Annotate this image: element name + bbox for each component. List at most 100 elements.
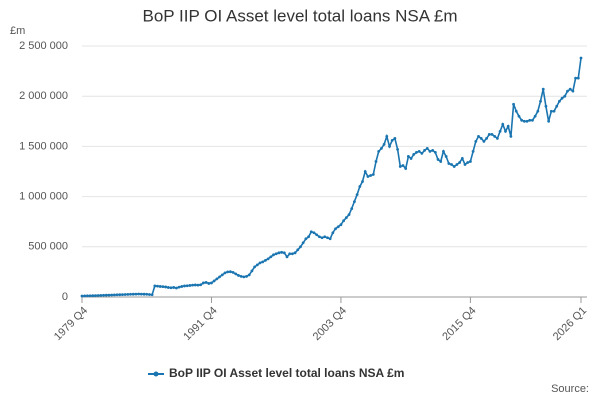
data-point: [528, 118, 532, 122]
data-point: [250, 269, 254, 273]
data-point: [504, 129, 507, 133]
data-point: [447, 162, 451, 165]
data-point: [94, 294, 97, 297]
data-point: [226, 270, 230, 274]
data-point: [393, 136, 397, 140]
data-point: [177, 285, 181, 289]
y-tick-label: 0: [62, 291, 68, 303]
data-point: [377, 150, 381, 153]
data-point: [307, 235, 310, 239]
data-point: [323, 235, 327, 239]
data-point: [444, 155, 448, 158]
data-point: [242, 275, 246, 279]
data-point: [506, 124, 510, 128]
data-point: [215, 277, 219, 281]
data-point: [353, 200, 356, 204]
data-point: [107, 293, 111, 297]
data-point: [164, 285, 168, 289]
data-point: [490, 132, 494, 136]
y-tick-label: 1 500 000: [19, 140, 68, 152]
data-point: [409, 157, 413, 160]
data-point: [266, 257, 270, 261]
legend-marker: [153, 371, 159, 377]
data-point: [479, 136, 483, 140]
data-point: [466, 161, 470, 164]
data-point: [274, 252, 278, 256]
data-point: [442, 150, 445, 153]
data-point: [317, 235, 321, 239]
data-point: [166, 286, 170, 289]
data-point: [126, 292, 130, 296]
data-point: [290, 252, 294, 256]
data-point: [285, 255, 289, 259]
data-point: [118, 293, 122, 297]
data-point: [239, 275, 243, 278]
data-point: [417, 150, 421, 153]
x-tick-label: 1979 Q4: [52, 305, 90, 343]
data-point: [315, 233, 319, 237]
data-point: [293, 251, 297, 255]
y-tick-label: 2 000 000: [19, 90, 68, 102]
data-point: [212, 279, 216, 283]
data-point: [439, 160, 443, 163]
series-line: [81, 57, 582, 297]
data-point: [485, 136, 488, 140]
data-point: [104, 293, 108, 297]
data-point: [247, 273, 251, 277]
data-point: [401, 164, 405, 167]
data-point: [579, 56, 583, 60]
data-point: [549, 109, 553, 113]
data-point: [450, 163, 453, 166]
data-point: [406, 155, 410, 158]
data-point: [361, 180, 364, 183]
data-point: [204, 281, 208, 284]
y-unit: £m: [10, 25, 25, 37]
data-point: [282, 251, 286, 255]
data-point: [312, 231, 316, 235]
data-point: [474, 139, 478, 143]
data-point: [320, 236, 324, 240]
data-point: [180, 285, 184, 288]
data-point: [172, 286, 176, 289]
data-point: [347, 213, 351, 217]
data-point: [571, 89, 575, 93]
data-point: [228, 270, 232, 274]
data-point: [560, 96, 564, 100]
data-point: [301, 241, 305, 245]
data-point: [525, 119, 529, 123]
data-point: [145, 292, 149, 296]
data-point: [531, 118, 534, 122]
data-point: [121, 293, 124, 296]
data-point: [264, 258, 267, 262]
data-point: [398, 165, 402, 168]
data-point: [234, 272, 238, 276]
data-point: [339, 223, 343, 227]
data-point: [355, 193, 359, 196]
data-point: [552, 109, 556, 113]
data-point: [433, 151, 437, 154]
data-point: [350, 207, 354, 211]
data-point: [522, 119, 526, 123]
data-point: [137, 292, 141, 296]
data-point: [83, 294, 87, 298]
x-tick-label: 2015 Q4: [440, 305, 478, 343]
data-point: [261, 260, 265, 264]
data-point: [415, 151, 418, 154]
data-point: [99, 293, 103, 297]
data-point: [199, 283, 203, 287]
data-point: [142, 292, 146, 296]
data-point: [425, 147, 429, 150]
data-point: [161, 285, 165, 289]
data-point: [558, 99, 561, 103]
data-point: [207, 282, 211, 285]
data-point: [218, 275, 221, 279]
data-point: [533, 114, 537, 118]
data-point: [366, 175, 370, 178]
data-point: [328, 237, 332, 241]
data-point: [390, 138, 394, 142]
data-point: [342, 219, 346, 223]
data-point: [404, 167, 408, 170]
data-point: [231, 271, 235, 274]
data-point: [196, 283, 200, 287]
